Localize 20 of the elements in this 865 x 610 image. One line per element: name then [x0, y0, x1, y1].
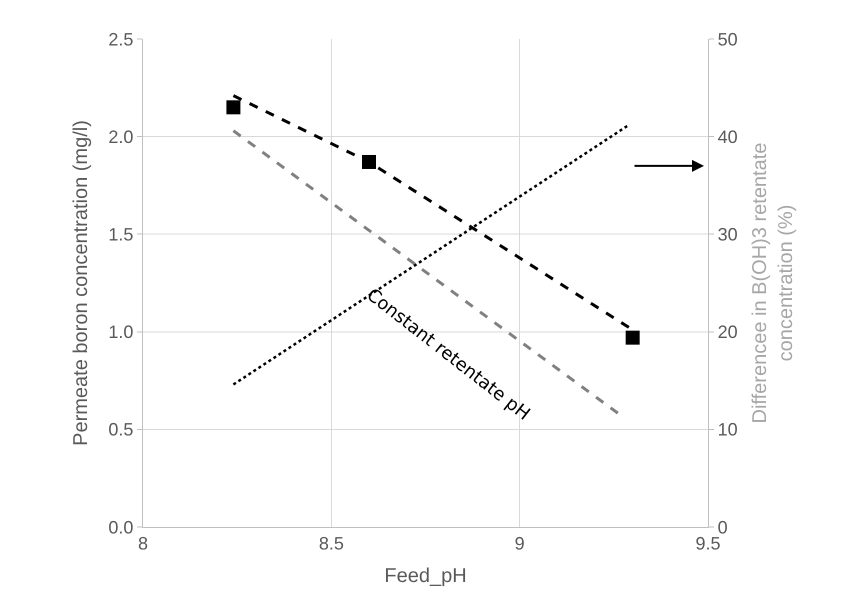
x-axis-title: Feed_pH	[384, 565, 467, 588]
y2-tick-label: 40	[718, 126, 738, 147]
y-axis-title: Permeate boron concentration (mg/l)	[70, 120, 92, 446]
y2-tick-label: 10	[718, 420, 738, 440]
y-tick-label: 1.0	[108, 322, 134, 342]
x-tick-label: 8.5	[318, 534, 344, 554]
y-tick-label: 1.5	[108, 224, 134, 244]
y-tick-label: 2.0	[108, 126, 134, 147]
y-tick-label: 0.0	[108, 517, 134, 538]
point	[362, 154, 376, 169]
y2-tick-label: 30	[718, 224, 738, 244]
x-tick-label: 8	[138, 534, 148, 554]
y2-tick-label: 20	[718, 322, 738, 342]
point	[626, 330, 640, 345]
y-tick-label: 0.5	[108, 420, 134, 440]
point	[226, 100, 240, 114]
x-tick-label: 9	[514, 534, 525, 554]
y-tick-label: 2.5	[108, 29, 134, 50]
y2-tick-label: 50	[718, 29, 738, 50]
y2-axis-title: Differencee in B(OH)3 retentate concentration (%)	[749, 142, 798, 424]
